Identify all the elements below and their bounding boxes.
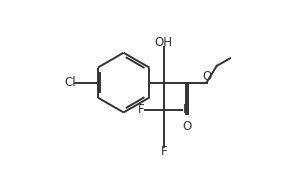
Text: F: F [161, 145, 167, 158]
Text: O: O [182, 120, 192, 133]
Text: F: F [138, 103, 145, 116]
Text: F: F [183, 103, 189, 116]
Text: OH: OH [155, 36, 173, 49]
Text: O: O [202, 70, 211, 83]
Text: Cl: Cl [64, 76, 76, 89]
